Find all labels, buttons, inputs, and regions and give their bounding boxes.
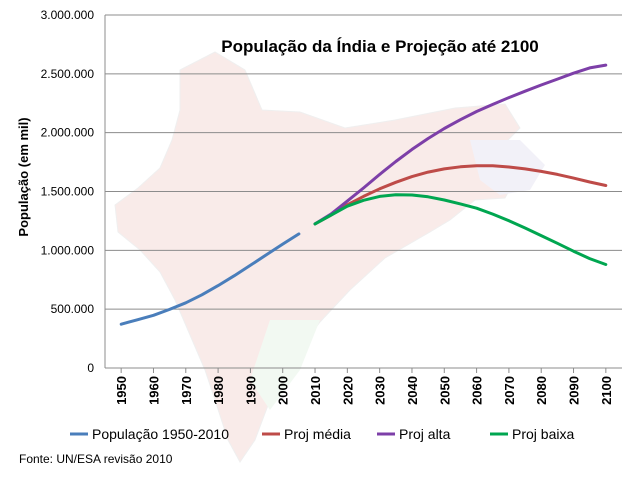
x-tick-label: 2020 xyxy=(340,376,355,405)
series-line xyxy=(313,193,608,266)
series-line xyxy=(313,164,608,226)
legend-label: Proj média xyxy=(284,426,351,442)
india-map-south xyxy=(250,320,320,410)
x-tick-label: 1980 xyxy=(211,376,226,405)
y-tick-label: 1.000.000 xyxy=(41,243,95,257)
x-tick-label: 2000 xyxy=(276,376,291,405)
x-tick-label: 2090 xyxy=(567,376,582,405)
y-tick-label: 500.000 xyxy=(51,302,95,316)
y-tick-label: 2.500.000 xyxy=(41,67,95,81)
series-line xyxy=(313,63,608,226)
series-line xyxy=(119,232,301,326)
india-map-shape xyxy=(114,51,521,463)
y-tick-label: 0 xyxy=(87,361,94,375)
x-tick-label: 2040 xyxy=(405,376,420,405)
series-lines xyxy=(119,63,608,326)
x-tick-label: 1990 xyxy=(243,376,258,405)
x-tick-label: 1970 xyxy=(179,376,194,405)
axes: 0 500.000 1.000.000 1.500.000 2.000.000 2.500… xyxy=(41,8,622,405)
y-tick-label: 2.000.000 xyxy=(41,126,95,140)
legend-label: Proj baixa xyxy=(512,426,574,442)
legend-label: População 1950-2010 xyxy=(92,426,229,442)
y-tick-label: 1.500.000 xyxy=(41,185,95,199)
legend-label: Proj alta xyxy=(399,426,451,442)
x-tick-label: 2080 xyxy=(534,376,549,405)
legend: População 1950-2010 Proj média Proj alta Pr… xyxy=(70,426,574,442)
x-tick-label: 2010 xyxy=(308,376,323,405)
x-tick-label: 2070 xyxy=(502,376,517,405)
x-tick-label: 2100 xyxy=(599,376,614,405)
x-tick-label: 1960 xyxy=(146,376,161,405)
x-tick-label: 2030 xyxy=(373,376,388,405)
x-tick-label: 2050 xyxy=(437,376,452,405)
source-note: Fonte: UN/ESA revisão 2010 xyxy=(19,452,173,466)
x-tick-label: 1950 xyxy=(114,376,129,405)
y-axis-label: População (em mil) xyxy=(16,117,31,236)
x-tick-label: 2060 xyxy=(470,376,485,405)
chart-title: População da Índia e Projeção até 2100 xyxy=(221,37,538,56)
y-tick-label: 3.000.000 xyxy=(41,8,95,22)
